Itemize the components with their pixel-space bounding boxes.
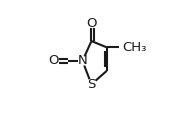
- Text: CH₃: CH₃: [122, 41, 147, 54]
- Text: O: O: [48, 54, 59, 67]
- Text: O: O: [86, 16, 97, 30]
- Text: S: S: [87, 78, 96, 91]
- Text: N: N: [78, 54, 87, 67]
